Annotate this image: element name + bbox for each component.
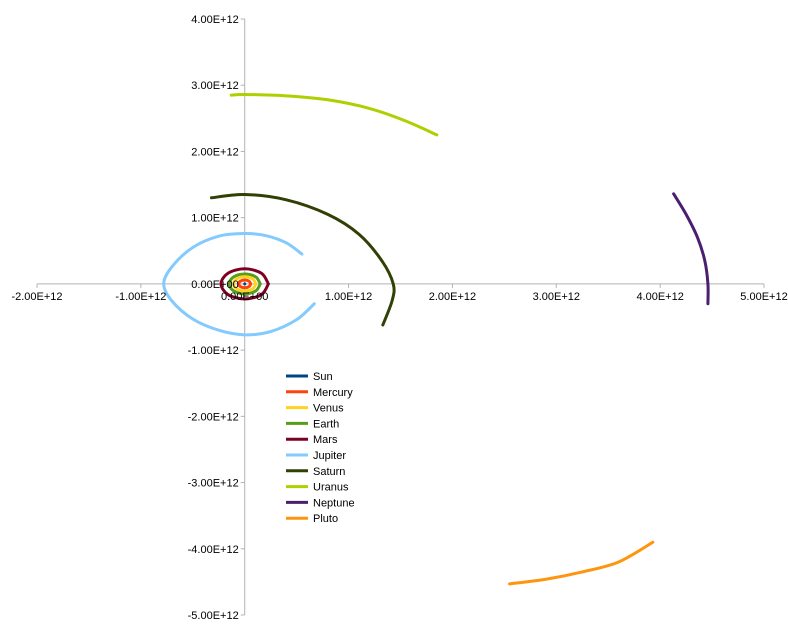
- x-tick-label: -1.00E+12: [115, 291, 166, 303]
- legend-item-venus: Venus: [286, 403, 344, 415]
- y-tick-label: 1.00E+12: [191, 213, 238, 225]
- x-tick-label: 3.00E+12: [533, 291, 580, 303]
- legend-label: Uranus: [313, 482, 349, 494]
- y-tick-label: -2.00E+12: [188, 411, 239, 423]
- y-tick-label: 0.00E+00: [191, 279, 238, 291]
- series-venus: [232, 275, 258, 293]
- y-tick-labels: 4.00E+12 3.00E+12 2.00E+12 1.00E+12 0.00E+00…: [188, 14, 239, 622]
- series-pluto: [508, 540, 655, 586]
- x-tick-labels: -2.00E+12 -1.00E+12 0.00E+00 1.00E+12 2.00E+…: [11, 291, 787, 303]
- axes: [36, 18, 765, 616]
- legend-label: Mercury: [313, 387, 353, 399]
- legend: Sun Mercury Venus Earth Mars Jupiter Saturn Ura…: [286, 371, 355, 525]
- x-tick-label: 1.00E+12: [325, 291, 372, 303]
- series-uranus: [229, 92, 439, 137]
- legend-item-mercury: Mercury: [286, 387, 353, 399]
- series-mercury: [237, 278, 253, 290]
- series-jupiter: [162, 232, 316, 337]
- legend-item-jupiter: Jupiter: [286, 450, 346, 462]
- x-tick-label: 0.00E+00: [221, 291, 268, 303]
- y-tick-label: 4.00E+12: [191, 14, 238, 26]
- series-neptune: [672, 192, 710, 306]
- legend-item-sun: Sun: [286, 371, 333, 383]
- legend-label: Pluto: [313, 513, 338, 525]
- y-tick-label: -3.00E+12: [188, 478, 239, 490]
- legend-item-saturn: Saturn: [286, 466, 345, 478]
- y-tick-label: -4.00E+12: [188, 544, 239, 556]
- y-tick-label: -5.00E+12: [188, 610, 239, 622]
- y-tick-label: 2.00E+12: [191, 146, 238, 158]
- legend-label: Mars: [313, 434, 338, 446]
- y-tick-label: 3.00E+12: [191, 80, 238, 92]
- legend-label: Venus: [313, 403, 344, 415]
- legend-label: Jupiter: [313, 450, 346, 462]
- legend-label: Saturn: [313, 466, 345, 478]
- legend-item-earth: Earth: [286, 418, 339, 430]
- x-tick-label: -2.00E+12: [11, 291, 62, 303]
- legend-label: Neptune: [313, 497, 355, 509]
- x-tick-label: 4.00E+12: [636, 291, 683, 303]
- series-saturn: [209, 192, 396, 327]
- legend-label: Sun: [313, 371, 333, 383]
- legend-item-neptune: Neptune: [286, 497, 355, 509]
- x-tick-label: 2.00E+12: [429, 291, 476, 303]
- legend-label: Earth: [313, 418, 339, 430]
- legend-item-pluto: Pluto: [286, 513, 338, 525]
- series-layer: [162, 92, 710, 586]
- series-mars: [219, 267, 270, 301]
- y-tick-label: -1.00E+12: [188, 345, 239, 357]
- series-earth: [227, 272, 262, 296]
- legend-item-mars: Mars: [286, 434, 338, 446]
- legend-item-uranus: Uranus: [286, 482, 349, 494]
- x-tick-label: 5.00E+12: [740, 291, 787, 303]
